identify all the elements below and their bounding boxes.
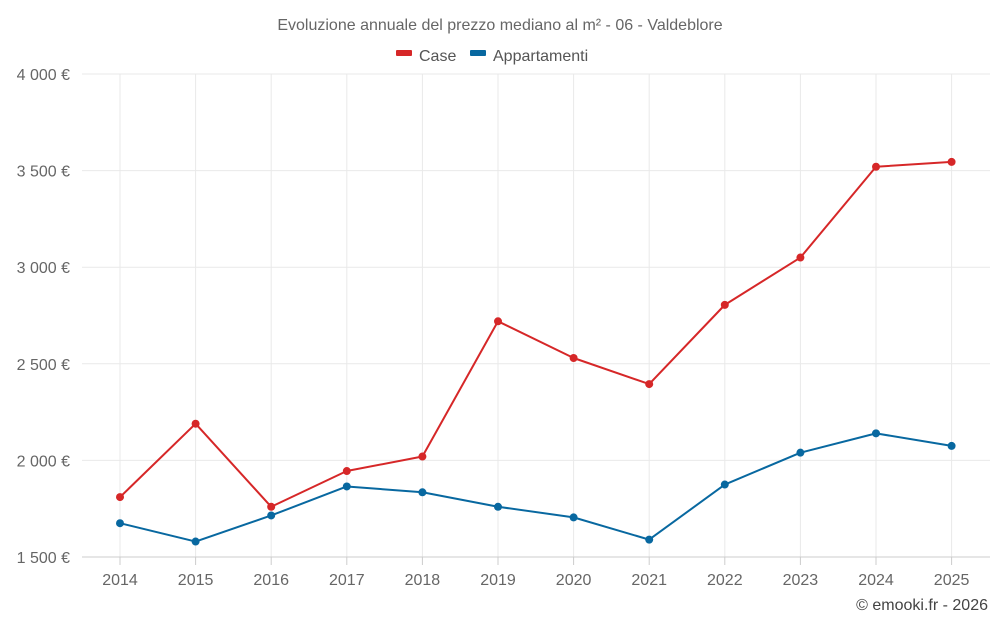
data-point-case[interactable] bbox=[342, 467, 351, 476]
data-point-appartamenti[interactable] bbox=[418, 488, 427, 497]
y-tick-label: 1 500 € bbox=[17, 550, 70, 567]
data-point-case[interactable] bbox=[418, 452, 427, 461]
grid-lines bbox=[82, 73, 990, 558]
x-axis: 2014 2015 2016 2017 2018 2019 2020 2021 2022 2023… bbox=[82, 556, 990, 589]
series-case[interactable] bbox=[116, 157, 956, 511]
data-point-appartamenti[interactable] bbox=[569, 513, 578, 522]
x-tick-label: 2015 bbox=[178, 572, 214, 589]
y-axis: 1 500 € 2 000 € 2 500 € 3 000 € 3 500 € 4 000… bbox=[17, 67, 70, 567]
x-tick-label: 2025 bbox=[934, 572, 970, 589]
y-tick-label: 2 500 € bbox=[17, 357, 70, 374]
x-tick-label: 2023 bbox=[783, 572, 819, 589]
legend-swatch-appartamenti bbox=[470, 50, 486, 56]
x-tick-label: 2019 bbox=[480, 572, 516, 589]
data-point-appartamenti[interactable] bbox=[267, 511, 276, 520]
series-appartamenti[interactable] bbox=[116, 429, 956, 546]
chart-title: Evoluzione annuale del prezzo mediano al… bbox=[277, 17, 722, 34]
data-point-appartamenti[interactable] bbox=[116, 519, 124, 528]
x-tick-label: 2014 bbox=[102, 572, 138, 589]
x-tick-label: 2020 bbox=[556, 572, 592, 589]
data-point-appartamenti[interactable] bbox=[645, 535, 654, 544]
data-point-case[interactable] bbox=[645, 380, 654, 389]
legend-swatch-case bbox=[396, 50, 412, 56]
legend-item-appartamenti[interactable]: Appartamenti bbox=[470, 48, 588, 65]
series-line-appartamenti[interactable] bbox=[119, 432, 952, 543]
data-point-case[interactable] bbox=[267, 502, 276, 511]
series-line-case[interactable] bbox=[119, 160, 952, 508]
x-tick-label: 2022 bbox=[707, 572, 743, 589]
x-tick-label: 2016 bbox=[253, 572, 289, 589]
data-point-appartamenti[interactable] bbox=[494, 502, 502, 511]
data-point-appartamenti[interactable] bbox=[872, 429, 880, 438]
legend-label-appartamenti: Appartamenti bbox=[493, 48, 588, 65]
data-point-appartamenti[interactable] bbox=[342, 482, 351, 491]
legend[interactable]: Case Appartamenti bbox=[396, 48, 588, 65]
data-point-case[interactable] bbox=[494, 317, 502, 326]
data-point-case[interactable] bbox=[872, 162, 880, 171]
x-tick-label: 2017 bbox=[329, 572, 365, 589]
legend-item-case[interactable]: Case bbox=[396, 48, 456, 65]
x-tick-label: 2018 bbox=[405, 572, 441, 589]
y-tick-label: 3 000 € bbox=[17, 260, 70, 277]
legend-label-case: Case bbox=[419, 48, 456, 65]
series-layer bbox=[116, 157, 956, 546]
data-point-appartamenti[interactable] bbox=[191, 537, 200, 546]
credit-text: © emooki.fr - 2026 bbox=[856, 597, 988, 614]
data-point-case[interactable] bbox=[116, 493, 124, 502]
y-tick-label: 3 500 € bbox=[17, 164, 70, 181]
x-tick-label: 2024 bbox=[858, 572, 894, 589]
data-point-appartamenti[interactable] bbox=[947, 441, 956, 450]
data-point-appartamenti[interactable] bbox=[720, 480, 729, 489]
y-tick-label: 2 000 € bbox=[17, 453, 70, 470]
data-point-case[interactable] bbox=[947, 157, 956, 166]
y-tick-label: 4 000 € bbox=[17, 67, 70, 84]
data-point-case[interactable] bbox=[569, 354, 578, 363]
x-tick-label: 2021 bbox=[631, 572, 667, 589]
data-point-appartamenti[interactable] bbox=[796, 448, 805, 457]
data-point-case[interactable] bbox=[191, 419, 200, 428]
data-point-case[interactable] bbox=[796, 253, 805, 262]
data-point-case[interactable] bbox=[720, 300, 729, 309]
